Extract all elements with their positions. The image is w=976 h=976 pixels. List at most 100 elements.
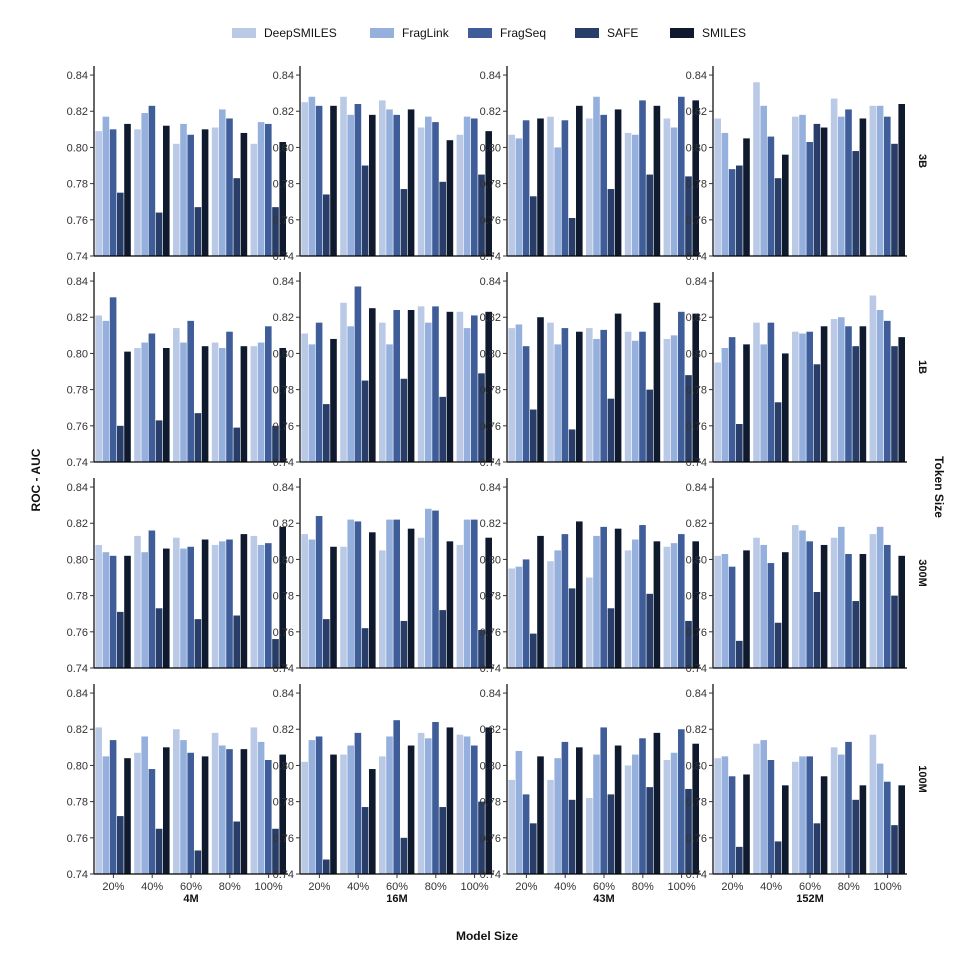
bar-fragseq-300m-152m-80pct [845, 554, 852, 668]
bar-safe-300m-4m-20pct [117, 611, 124, 668]
bar-fragseq-300m-16m-20pct [315, 516, 323, 668]
bar-smiles-3b-43m-80pct [653, 105, 661, 256]
y-tick-label: 0.76 [686, 215, 707, 227]
bar-fragseq-1b-152m-20pct [728, 337, 736, 462]
bar-fraglink-100m-152m-60pct [799, 756, 806, 874]
bar-deepsmiles-3b-43m-20pct [508, 134, 515, 256]
bar-deepsmiles-1b-152m-20pct [714, 362, 721, 462]
x-tick-label: 20% [102, 881, 124, 893]
y-tick-label: 0.76 [67, 215, 88, 227]
bar-safe-1b-152m-60pct [813, 364, 821, 462]
bar-deepsmiles-100m-16m-40pct [340, 754, 347, 874]
bar-safe-1b-4m-60pct [194, 413, 202, 462]
bar-safe-100m-16m-60pct [400, 837, 408, 874]
facet-row-title: Token Size [932, 456, 946, 518]
y-tick-label: 0.78 [686, 385, 707, 397]
bar-safe-300m-152m-100pct [891, 595, 898, 668]
y-tick-label: 0.84 [273, 70, 294, 82]
bar-safe-1b-152m-40pct [774, 402, 782, 462]
bar-fraglink-100m-4m-80pct [219, 745, 226, 874]
bar-fragseq-1b-152m-40pct [767, 322, 775, 462]
bar-deepsmiles-100m-152m-60pct [792, 761, 799, 874]
bar-deepsmiles-100m-4m-20pct [95, 727, 102, 874]
bar-fraglink-300m-43m-100pct [670, 543, 678, 668]
bar-smiles-3b-152m-20pct [743, 138, 750, 256]
bar-fragseq-300m-4m-60pct [187, 546, 194, 668]
bar-fraglink-100m-152m-40pct [760, 740, 767, 874]
bar-safe-300m-16m-40pct [361, 628, 369, 668]
y-tick-label: 0.84 [67, 70, 88, 82]
bar-fragseq-1b-4m-40pct [148, 333, 156, 462]
bar-fragseq-100m-152m-40pct [767, 760, 775, 874]
y-tick-label: 0.84 [686, 276, 707, 288]
bar-deepsmiles-1b-43m-40pct [547, 322, 554, 462]
bar-safe-1b-43m-20pct [530, 409, 537, 462]
bar-fraglink-3b-4m-40pct [141, 113, 148, 256]
bar-fraglink-300m-43m-80pct [632, 539, 639, 668]
bar-smiles-100m-43m-60pct [614, 745, 622, 874]
bar-deepsmiles-100m-43m-100pct [663, 760, 671, 874]
bar-safe-1b-4m-40pct [155, 420, 163, 462]
y-tick-label: 0.74 [273, 251, 294, 263]
bar-safe-300m-4m-100pct [272, 639, 279, 668]
bar-smiles-100m-4m-80pct [240, 749, 248, 874]
x-tick-label: 20% [308, 881, 330, 893]
bar-smiles-100m-43m-100pct [692, 743, 699, 874]
bar-safe-3b-4m-80pct [233, 178, 240, 256]
bar-deepsmiles-3b-4m-20pct [95, 131, 102, 256]
y-tick-label: 0.82 [480, 312, 501, 324]
bar-fraglink-3b-16m-80pct [425, 116, 432, 256]
bar-fragseq-100m-16m-40pct [354, 732, 362, 874]
y-tick-label: 0.76 [480, 421, 501, 433]
bar-fraglink-300m-16m-40pct [347, 519, 354, 668]
y-tick-label: 0.76 [686, 833, 707, 845]
y-tick-label: 0.76 [67, 421, 88, 433]
bar-fragseq-300m-152m-60pct [806, 541, 813, 668]
y-tick-label: 0.78 [273, 797, 294, 809]
bar-safe-100m-152m-60pct [813, 823, 821, 874]
bar-fraglink-3b-4m-80pct [219, 109, 226, 257]
bar-safe-3b-4m-100pct [272, 207, 279, 256]
bar-deepsmiles-3b-152m-60pct [792, 116, 799, 256]
bar-fragseq-1b-4m-80pct [226, 331, 233, 462]
y-tick-label: 0.82 [273, 518, 294, 530]
bar-deepsmiles-3b-152m-40pct [753, 82, 760, 256]
y-tick-label: 0.80 [273, 554, 294, 566]
bar-smiles-300m-152m-40pct [782, 552, 789, 668]
bar-smiles-100m-16m-60pct [407, 745, 415, 874]
bar-fraglink-100m-16m-20pct [308, 740, 316, 874]
bar-fraglink-1b-4m-80pct [219, 348, 226, 462]
bar-fraglink-100m-43m-100pct [670, 752, 678, 874]
bar-fragseq-100m-152m-100pct [884, 781, 891, 874]
bar-safe-100m-4m-40pct [155, 828, 163, 874]
y-tick-label: 0.76 [67, 833, 88, 845]
y-tick-label: 0.78 [480, 797, 501, 809]
bar-fraglink-300m-16m-20pct [308, 539, 316, 668]
bar-fraglink-3b-43m-60pct [593, 96, 600, 256]
bar-fraglink-300m-43m-60pct [593, 535, 600, 668]
bar-deepsmiles-3b-43m-100pct [663, 118, 671, 256]
bar-deepsmiles-1b-16m-60pct [379, 322, 386, 462]
bar-safe-300m-43m-100pct [685, 620, 692, 668]
bar-fraglink-3b-152m-100pct [876, 105, 884, 256]
bar-safe-3b-16m-20pct [323, 194, 330, 256]
bar-fragseq-100m-16m-100pct [471, 745, 478, 874]
bar-safe-100m-4m-80pct [233, 821, 240, 874]
bar-fragseq-1b-152m-80pct [845, 326, 852, 462]
bar-fragseq-1b-16m-80pct [432, 306, 439, 462]
bar-smiles-1b-4m-20pct [124, 351, 131, 462]
bar-fragseq-300m-16m-100pct [471, 519, 478, 668]
bar-fragseq-1b-152m-60pct [806, 331, 813, 462]
bar-fragseq-3b-16m-60pct [393, 114, 400, 256]
row-strip-label: 100M [916, 765, 928, 793]
bar-fraglink-3b-152m-80pct [838, 116, 845, 256]
bar-safe-300m-43m-20pct [530, 633, 537, 668]
bar-fragseq-3b-43m-20pct [522, 120, 530, 256]
y-tick-label: 0.74 [67, 663, 88, 675]
bar-fraglink-1b-16m-60pct [386, 344, 393, 462]
y-tick-label: 0.78 [67, 591, 88, 603]
x-tick-label: 100% [874, 881, 902, 893]
bar-fragseq-1b-16m-20pct [315, 322, 323, 462]
bar-smiles-100m-43m-80pct [653, 732, 661, 874]
bar-fragseq-1b-4m-100pct [265, 326, 272, 462]
